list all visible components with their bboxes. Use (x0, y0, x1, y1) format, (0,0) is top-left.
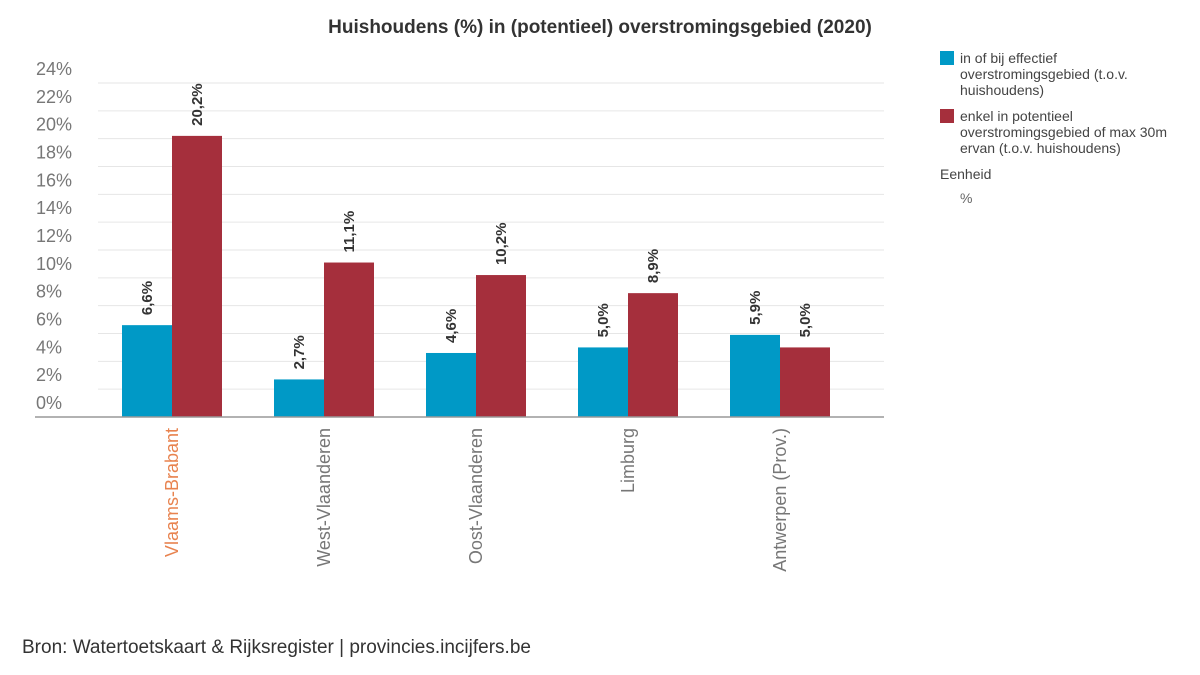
x-tick-label: Antwerpen (Prov.) (770, 428, 790, 572)
legend: in of bij effectief overstromingsgebied … (940, 50, 1190, 206)
bar[interactable] (780, 347, 830, 417)
y-tick-label: 14% (36, 198, 72, 218)
x-tick-label: Oost-Vlaanderen (466, 428, 486, 564)
bar[interactable] (628, 293, 678, 417)
y-tick-label: 12% (36, 226, 72, 246)
data-label: 20,2% (189, 83, 206, 126)
y-tick-label: 4% (36, 337, 62, 357)
bar[interactable] (122, 325, 172, 417)
y-tick-label: 16% (36, 170, 72, 190)
legend-label-effectief: in of bij effectief overstromingsgebied … (960, 50, 1128, 98)
data-label: 5,9% (747, 291, 764, 325)
legend-label-potentieel: enkel in potentieel overstromingsgebied … (960, 108, 1167, 156)
legend-swatch-potentieel (940, 109, 954, 123)
y-tick-label: 24% (36, 59, 72, 79)
data-label: 11,1% (341, 211, 358, 253)
y-tick-label: 10% (36, 254, 72, 274)
data-label: 5,0% (797, 303, 814, 337)
unit-label: Eenheid (940, 166, 992, 182)
data-label: 2,7% (291, 335, 308, 369)
bar[interactable] (476, 275, 526, 417)
x-axis-ticks: Vlaams-Brabant West-Vlaanderen Oost-Vlaand… (162, 428, 790, 572)
y-tick-label: 8% (36, 282, 62, 302)
y-tick-label: 2% (36, 365, 62, 385)
bar[interactable] (274, 379, 324, 417)
data-label: 4,6% (443, 309, 460, 343)
chart-title: Huishoudens (%) in (potentieel) overstro… (328, 17, 872, 38)
data-label: 10,2% (493, 223, 510, 266)
bar[interactable] (324, 262, 374, 417)
x-tick-label: Vlaams-Brabant (162, 428, 182, 557)
legend-swatch-effectief (940, 51, 954, 65)
y-tick-label: 0% (36, 393, 62, 413)
x-tick-label: Limburg (618, 428, 638, 493)
source-note: Bron: Watertoetskaart & Rijksregister | … (22, 637, 531, 658)
y-tick-label: 22% (36, 87, 72, 107)
bar[interactable] (730, 334, 780, 417)
data-labels: 6,6% 20,2% 2,7% 11,1% 4,6% 10,2% 5,0% 8,9% 5,9% 5… (139, 83, 814, 369)
y-tick-label: 6% (36, 310, 62, 330)
bar[interactable] (172, 135, 222, 417)
y-axis-ticks: 0% 2% 4% 6% 8% 10% 12% 14% 16% 18% 20% 22% 24% (36, 59, 72, 413)
x-tick-label: West-Vlaanderen (314, 428, 334, 567)
y-tick-label: 20% (36, 115, 72, 135)
bars (122, 135, 830, 417)
bar[interactable] (578, 347, 628, 417)
legend-item-effectief[interactable]: in of bij effectief overstromingsgebied … (940, 50, 1190, 98)
unit-value: % (960, 190, 973, 206)
data-label: 6,6% (139, 281, 156, 315)
data-label: 5,0% (595, 303, 612, 337)
data-label: 8,9% (645, 249, 662, 283)
legend-item-potentieel[interactable]: enkel in potentieel overstromingsgebied … (940, 108, 1190, 156)
bar[interactable] (426, 352, 476, 417)
y-tick-label: 18% (36, 143, 72, 163)
